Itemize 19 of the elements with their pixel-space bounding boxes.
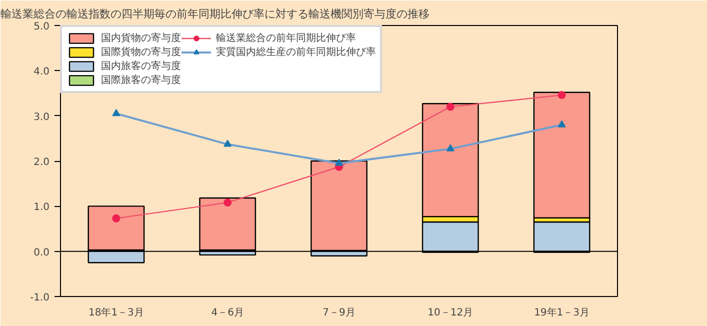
y-tick-label: 3.0 xyxy=(34,112,50,123)
y-tick-label: 1.0 xyxy=(34,202,50,214)
x-tick-label: 19年1－3月 xyxy=(534,306,590,318)
legend-label: 国際旅客の寄与度 xyxy=(101,74,181,87)
legend-label: 国際貨物の寄与度 xyxy=(101,46,181,59)
legend-label: 国内旅客の寄与度 xyxy=(101,60,181,73)
x-tick-label: 10－12月 xyxy=(428,308,474,318)
y-tick-label: -1.0 xyxy=(30,292,50,304)
x-tick-label: 4－6月 xyxy=(211,308,244,318)
legend-label: 実質国内総生産の前年同期比伸び率 xyxy=(216,46,376,59)
legend-label: 輸送業総合の前年同期比伸び率 xyxy=(216,32,356,45)
x-tick-label: 18年1－3月 xyxy=(88,306,144,318)
y-tick-label: 0.0 xyxy=(34,247,50,258)
legend-label: 国内貨物の寄与度 xyxy=(101,32,181,45)
y-tick-label: 5.0 xyxy=(34,22,50,32)
y-tick-label: 2.0 xyxy=(34,157,50,168)
y-tick-label: 4.0 xyxy=(34,66,50,78)
x-tick-label: 7－9月 xyxy=(322,308,356,318)
chart-title: 輸送業総合の輸送指数の四半期毎の前年同期比伸び率に対する輸送機関別寄与度の推移 xyxy=(0,8,430,20)
